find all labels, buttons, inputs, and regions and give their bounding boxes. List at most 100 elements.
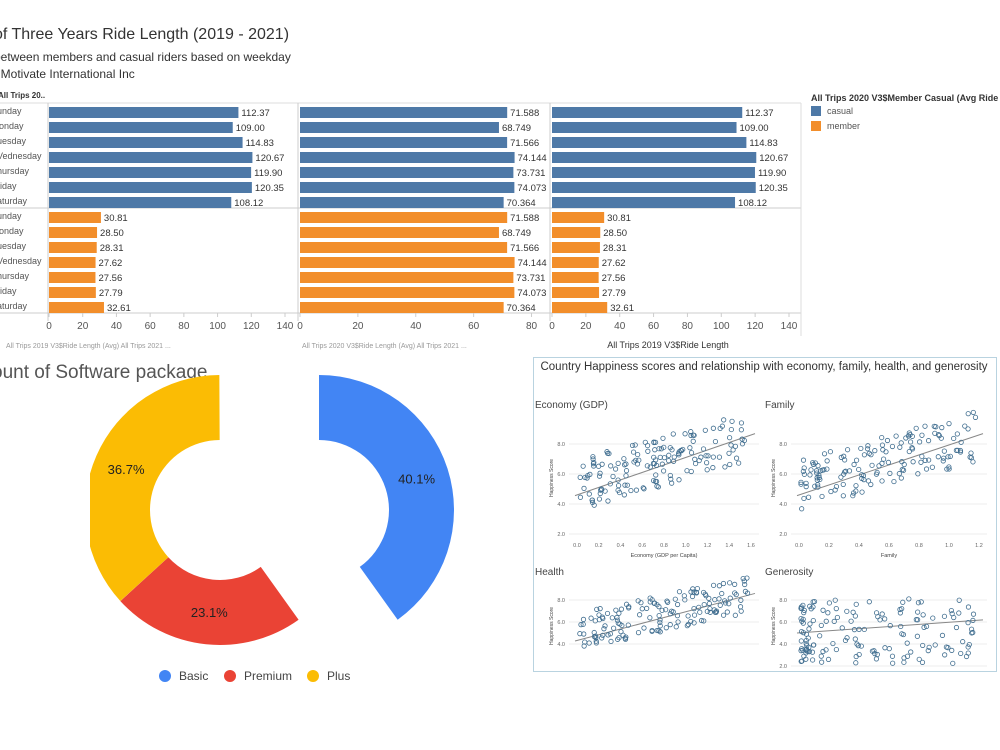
happiness-point (688, 429, 694, 435)
ride-bar-member[interactable] (49, 287, 96, 298)
donut-slice-basic[interactable] (319, 375, 454, 620)
happiness-point (581, 643, 587, 649)
donut-legend-label[interactable]: Plus (327, 669, 350, 683)
donut-slice-premium[interactable] (120, 557, 299, 645)
ride-bar-casual[interactable] (300, 152, 515, 163)
ride-bar-member[interactable] (552, 302, 608, 313)
happiness-point (732, 581, 738, 587)
ride-bar-member[interactable] (300, 212, 508, 223)
happiness-point (872, 651, 878, 657)
donut-legend-label[interactable]: Basic (179, 669, 208, 683)
happiness-point (873, 656, 880, 662)
ride-bar-member[interactable] (552, 257, 599, 268)
bar-value-label: 70.364 (507, 198, 536, 209)
ride-bar-member[interactable] (49, 302, 104, 313)
legend-item-casual[interactable]: casual (811, 106, 853, 116)
happiness-point (921, 624, 927, 630)
ride-bar-member[interactable] (300, 272, 514, 283)
happiness-x-label: Economy (GDP per Capita) (631, 553, 698, 559)
bar-value-label: 74.144 (518, 153, 547, 164)
ride-bar-member[interactable] (552, 287, 600, 298)
ride-bar-member[interactable] (49, 272, 96, 283)
ride-bar-casual[interactable] (552, 137, 747, 148)
ride-bar-member[interactable] (300, 302, 504, 313)
happiness-point (691, 612, 698, 618)
ride-bar-member[interactable] (552, 212, 605, 223)
ride-bar-casual[interactable] (49, 197, 232, 208)
ride-bar-member[interactable] (49, 242, 97, 253)
ride-bar-member[interactable] (552, 242, 600, 253)
ride-bar-member[interactable] (300, 242, 508, 253)
happiness-point (651, 439, 657, 446)
x-tick-label: 60 (648, 321, 660, 332)
happiness-point (839, 625, 845, 631)
x-tick-label: 140 (277, 321, 294, 332)
happiness-point (970, 617, 976, 624)
ride-bar-casual[interactable] (49, 122, 233, 133)
happiness-point (919, 659, 926, 665)
bar-value-label: 119.90 (254, 168, 282, 179)
happiness-point (684, 468, 690, 474)
happiness-panel-title: Generosity (765, 567, 813, 578)
ride-bar-member[interactable] (552, 227, 601, 238)
ride-bar-member[interactable] (49, 212, 101, 223)
ride-bar-casual[interactable] (552, 152, 757, 163)
ride-bar-casual[interactable] (49, 182, 252, 193)
ride-bar-member[interactable] (49, 227, 98, 238)
happiness-point (701, 618, 707, 624)
happiness-point (821, 451, 828, 457)
happiness-point (657, 629, 663, 635)
legend-item-member[interactable]: member (811, 121, 860, 131)
happiness-y-tick: 2.0 (779, 664, 787, 670)
happiness-point (732, 443, 739, 449)
happiness-point (951, 435, 957, 442)
happiness-point (622, 482, 628, 488)
ride-bar-member[interactable] (552, 272, 599, 283)
happiness-point (920, 612, 926, 618)
happiness-point (901, 655, 907, 661)
happiness-point (594, 606, 600, 612)
ride-bar-member[interactable] (300, 287, 515, 298)
ride-bar-casual[interactable] (552, 197, 736, 208)
ride-bar-casual[interactable] (49, 107, 239, 118)
donut-legend-label[interactable]: Premium (244, 669, 292, 683)
ride-bar-casual[interactable] (300, 137, 508, 148)
happiness-point (947, 453, 953, 459)
ride-bar-casual[interactable] (552, 182, 756, 193)
x-tick-label: 100 (713, 321, 730, 332)
happiness-point (800, 468, 806, 474)
happiness-x-tick: 0.6 (638, 543, 646, 549)
happiness-point (660, 468, 667, 474)
ride-bar-casual[interactable] (300, 182, 515, 193)
ride-bar-casual[interactable] (300, 107, 508, 118)
ride-bar-casual[interactable] (300, 167, 514, 178)
happiness-point (602, 623, 608, 629)
happiness-point (854, 641, 860, 647)
ride-bar-casual[interactable] (552, 107, 743, 118)
ride-bar-casual[interactable] (300, 197, 504, 208)
happiness-y-tick: 4.0 (779, 642, 787, 648)
happiness-point (905, 433, 912, 439)
happiness-point (580, 463, 586, 469)
ride-bar-casual[interactable] (300, 122, 499, 133)
happiness-point (623, 461, 629, 467)
ride-bar-casual[interactable] (552, 122, 737, 133)
donut-slice-plus[interactable] (90, 375, 220, 602)
ride-bar-member[interactable] (300, 257, 515, 268)
happiness-point (663, 625, 669, 631)
ride-bar-casual[interactable] (49, 137, 243, 148)
ride-row-header: All Trips 20.. (0, 91, 45, 100)
happiness-point (851, 461, 857, 468)
ride-bar-casual[interactable] (49, 167, 252, 178)
ride-bar-member[interactable] (49, 257, 96, 268)
happiness-point (936, 433, 942, 439)
x-tick-label: 40 (410, 321, 422, 332)
happiness-point (601, 626, 607, 632)
happiness-point (591, 459, 597, 466)
happiness-point (809, 649, 816, 655)
ride-bar-casual[interactable] (49, 152, 253, 163)
happiness-point (635, 630, 642, 636)
ride-bar-member[interactable] (300, 227, 499, 238)
happiness-point (879, 611, 885, 617)
ride-bar-casual[interactable] (552, 167, 755, 178)
